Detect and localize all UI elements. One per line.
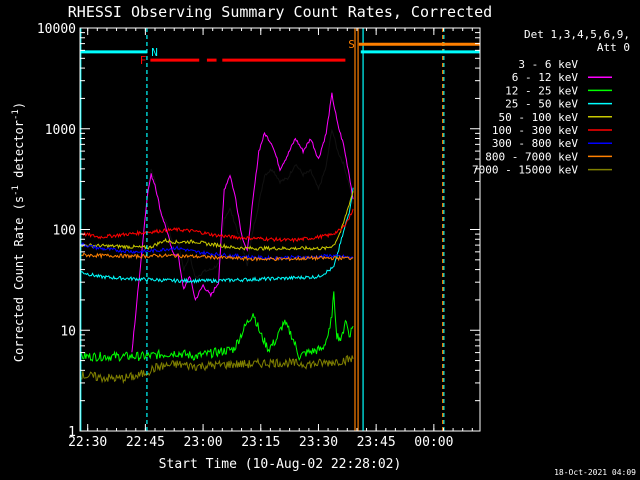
timestamp: 18-Oct-2021 04:09 bbox=[554, 468, 636, 477]
x-tick-label-4: 23:30 bbox=[299, 435, 338, 450]
series-line-3 bbox=[80, 187, 354, 284]
legend-label-3: 25 - 50 keV bbox=[505, 98, 578, 111]
y-tick-label-0: 1 bbox=[68, 425, 76, 440]
x-tick-label-1: 22:45 bbox=[126, 435, 165, 450]
y-axis: 1 10 100 1000 10000 bbox=[37, 22, 480, 440]
legend-header-line1: Det 1,3,4,5,6,9, bbox=[524, 28, 630, 41]
series-line-1 bbox=[131, 92, 354, 353]
y-tick-label-1: 10 bbox=[60, 324, 76, 339]
y-axis-label: Corrected Count Rate (s-1 detector-1) bbox=[11, 102, 26, 362]
series-line-8 bbox=[80, 354, 354, 385]
legend-label-0: 3 - 6 keV bbox=[518, 58, 578, 71]
series-line-5 bbox=[80, 208, 354, 244]
legend-label-1: 6 - 12 keV bbox=[512, 71, 579, 84]
flags-layer: NF S bbox=[80, 28, 480, 431]
x-tick-label-3: 23:15 bbox=[241, 435, 280, 450]
flag-letter-0: N bbox=[151, 46, 158, 59]
x-tick-label-0: 22:30 bbox=[68, 435, 107, 450]
legend-label-4: 50 - 100 keV bbox=[499, 111, 579, 124]
series-layer bbox=[80, 92, 354, 385]
series-line-7 bbox=[80, 252, 354, 262]
legend-label-5: 100 - 300 keV bbox=[492, 124, 578, 137]
legend-label-6: 300 - 800 keV bbox=[492, 137, 578, 150]
y-tick-label-3: 1000 bbox=[45, 123, 76, 138]
x-tick-label-2: 23:00 bbox=[184, 435, 223, 450]
series-line-2 bbox=[80, 291, 354, 363]
x-tick-label-5: 23:45 bbox=[357, 435, 396, 450]
flag-letter-2: S bbox=[348, 38, 355, 51]
legend-header-line2: Att 0 bbox=[597, 41, 630, 54]
x-tick-label-6: 00:00 bbox=[414, 435, 453, 450]
x-axis: 22:30 22:45 23:00 23:15 23:30 23:45 00:00 bbox=[68, 28, 473, 450]
series-line-4 bbox=[80, 191, 354, 252]
legend-label-8: 7000 - 15000 keV bbox=[472, 164, 578, 177]
y-tick-label-4: 10000 bbox=[37, 22, 76, 37]
chart-title: RHESSI Observing Summary Count Rates, Co… bbox=[68, 3, 492, 21]
legend-label-7: 800 - 7000 keV bbox=[485, 150, 578, 163]
y-tick-label-2: 100 bbox=[53, 224, 76, 239]
x-axis-label: Start Time (10-Aug-02 22:28:02) bbox=[159, 457, 402, 472]
legend-label-2: 12 - 25 keV bbox=[505, 84, 578, 97]
flag-letter-1: F bbox=[140, 54, 147, 67]
